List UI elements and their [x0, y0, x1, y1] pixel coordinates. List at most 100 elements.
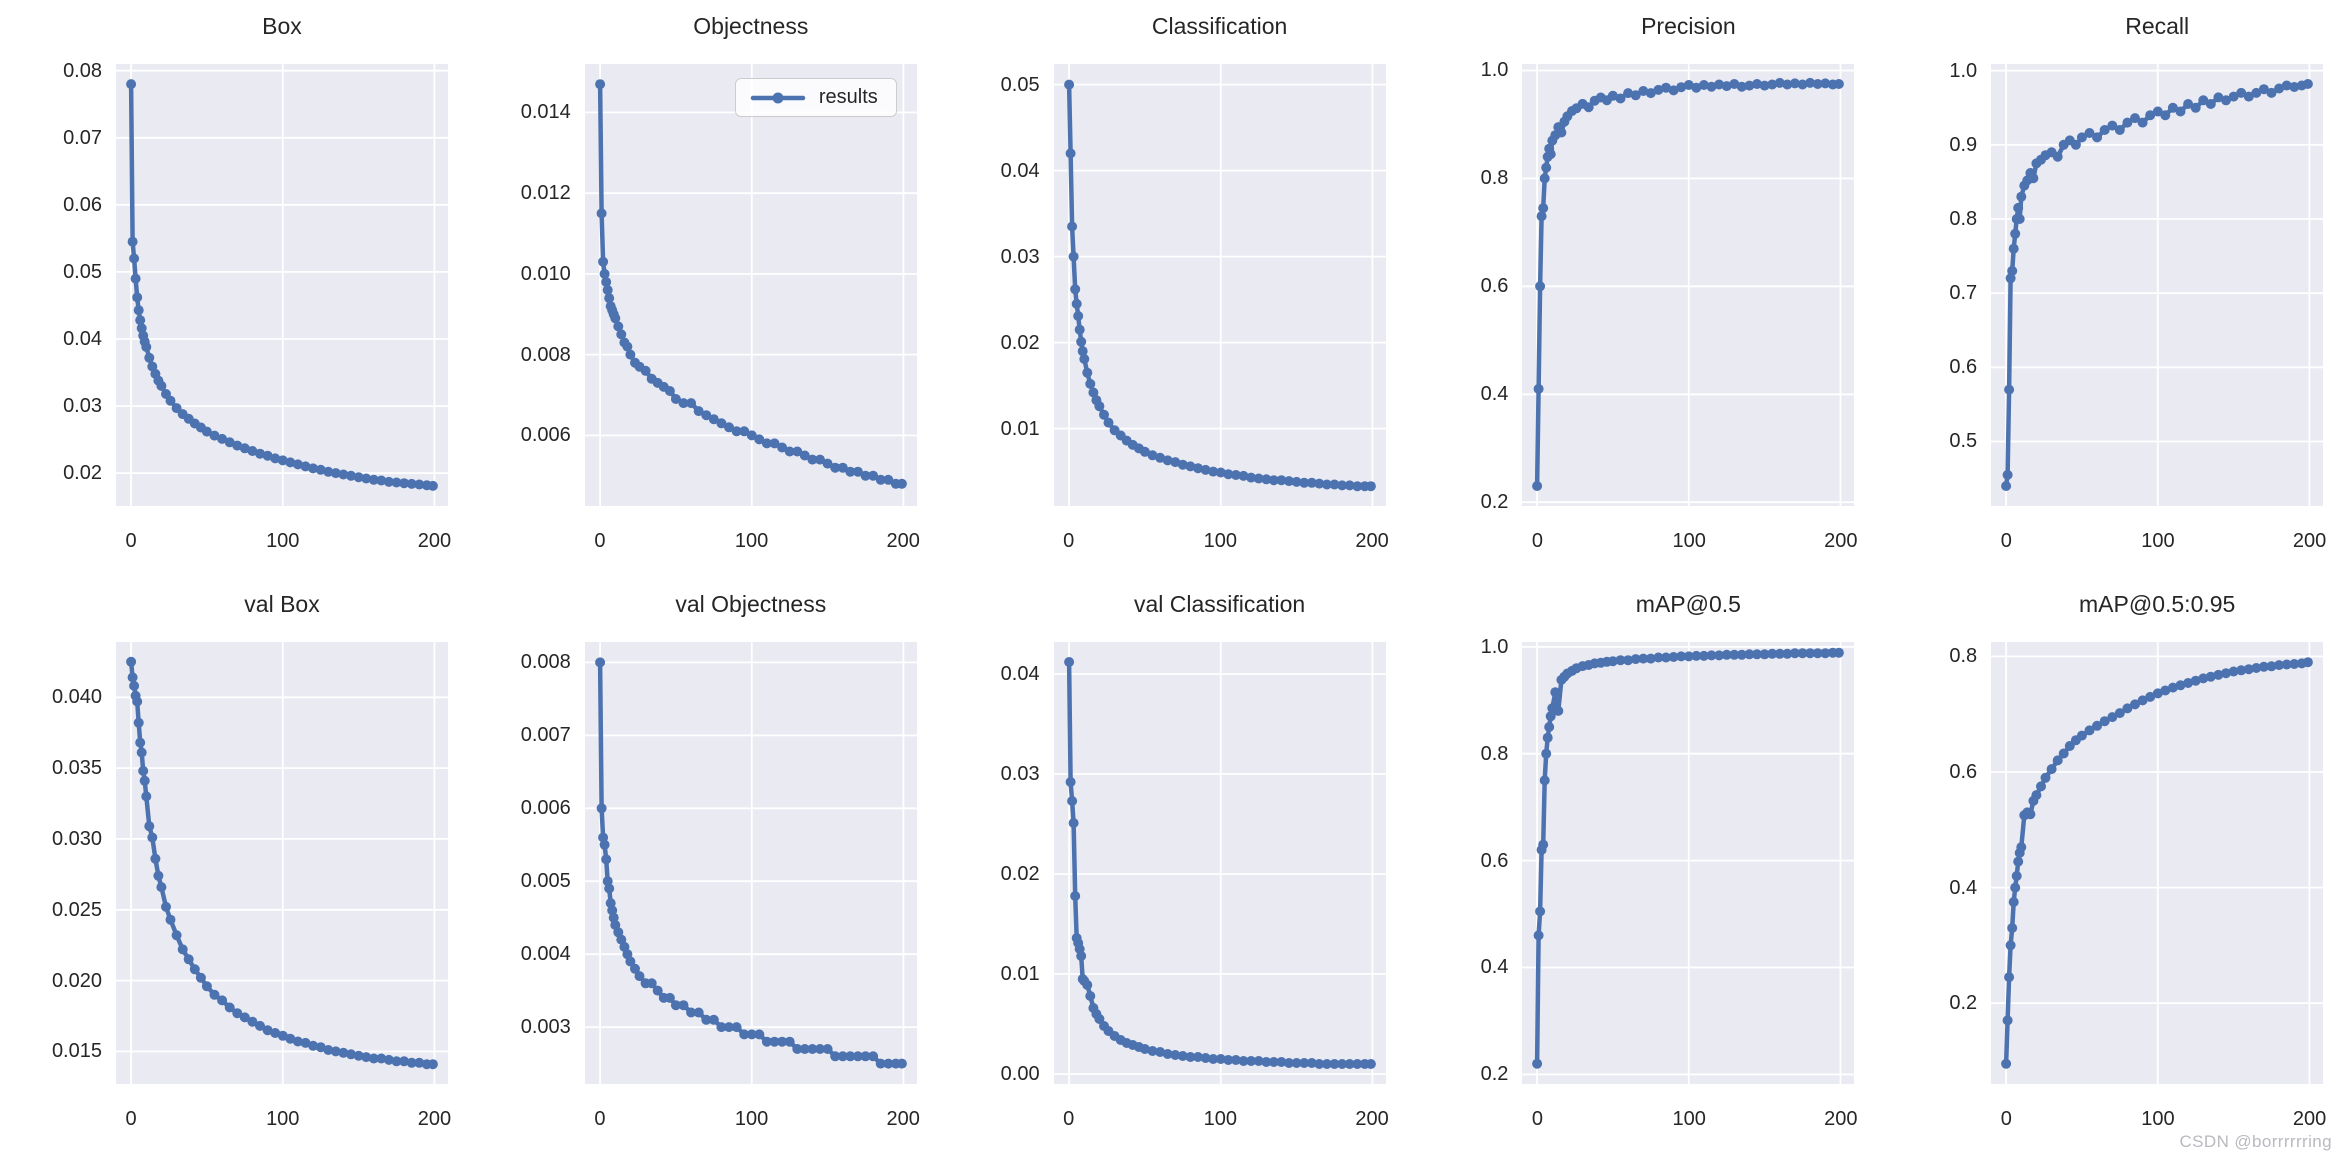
- data-point-marker: [1668, 652, 1679, 662]
- y-tick-label: 0.6: [1949, 356, 1978, 379]
- data-point-marker: [224, 437, 235, 448]
- data-point-marker: [738, 1029, 749, 1040]
- data-point-marker: [1306, 477, 1317, 488]
- data-point-marker: [2013, 856, 2024, 867]
- data-point-marker: [1313, 478, 1324, 489]
- data-point-marker: [1078, 354, 1089, 364]
- data-point-marker: [1535, 281, 1546, 292]
- data-point-marker: [1245, 1056, 1256, 1066]
- data-point-marker: [664, 386, 675, 396]
- data-point-marker: [2152, 688, 2163, 699]
- data-point-marker: [1103, 417, 1114, 428]
- data-point-marker: [860, 1051, 871, 1062]
- data-point-marker: [1706, 81, 1717, 92]
- data-point-marker: [1684, 651, 1695, 662]
- data-point-marker: [2002, 1015, 2013, 1026]
- data-point-marker: [2010, 882, 2021, 893]
- data-point-marker: [1147, 1046, 1158, 1056]
- data-point-marker: [2228, 91, 2239, 102]
- data-point-marker: [346, 1049, 356, 1060]
- data-point-marker: [1238, 470, 1249, 481]
- data-point-marker: [731, 1022, 742, 1033]
- data-point-marker: [1336, 480, 1347, 491]
- data-point-marker: [599, 839, 610, 850]
- data-point-marker: [1805, 648, 1816, 659]
- y-tick-label: 0.00: [1000, 1063, 1040, 1085]
- data-point-marker: [270, 1028, 281, 1038]
- data-point-marker: [1546, 149, 1557, 160]
- data-point-marker: [2008, 897, 2019, 907]
- data-point-marker: [852, 1051, 863, 1062]
- data-point-marker: [2052, 151, 2063, 162]
- data-point-marker: [738, 426, 749, 437]
- data-point-marker: [2084, 128, 2095, 138]
- subplot-val-box: val Box 0.015 0.020 0.025 0.030 0.035 0.040 0 1…: [0, 578, 469, 1155]
- data-point-marker: [262, 1025, 273, 1036]
- data-point-marker: [2007, 923, 2018, 933]
- data-point-marker: [1154, 1047, 1165, 1057]
- data-point-marker: [1546, 711, 1557, 722]
- y-tick-label: 0.03: [63, 395, 102, 418]
- data-point-marker: [2107, 712, 2118, 723]
- data-point-marker: [1230, 470, 1241, 480]
- data-point-marker: [896, 1058, 907, 1069]
- data-point-marker: [2036, 781, 2047, 792]
- data-point-marker: [723, 1022, 734, 1033]
- data-point-marker: [1192, 463, 1203, 474]
- data-point-marker: [2025, 809, 2036, 820]
- data-point-marker: [2205, 671, 2216, 682]
- y-tick-label: 0.7: [1949, 282, 1978, 305]
- data-point-marker: [323, 466, 334, 477]
- data-point-marker: [814, 1044, 825, 1054]
- data-point-marker: [769, 1036, 780, 1047]
- data-point-marker: [1222, 469, 1233, 480]
- data-point-marker: [1321, 479, 1332, 490]
- data-point-marker: [622, 341, 633, 352]
- data-point-marker: [1540, 173, 1551, 184]
- data-point-marker: [217, 433, 228, 444]
- chart-title: val Box: [244, 591, 320, 617]
- data-point-marker: [596, 208, 607, 219]
- x-tick-label: 200: [1355, 530, 1389, 552]
- data-point-marker: [716, 1022, 727, 1033]
- data-point-marker: [2077, 730, 2088, 741]
- data-point-marker: [209, 989, 220, 1000]
- subplot-objectness: Objectness results 0.006 0.008 0.010 0.012 0…: [469, 0, 938, 578]
- data-point-marker: [1737, 649, 1748, 660]
- data-point-marker: [1139, 446, 1150, 457]
- data-point-marker: [597, 256, 608, 267]
- data-point-marker: [1536, 211, 1547, 222]
- data-point-marker: [1351, 1059, 1362, 1069]
- data-point-marker: [652, 985, 663, 996]
- data-point-marker: [594, 657, 605, 668]
- data-point-marker: [2198, 673, 2209, 684]
- data-point-marker: [1222, 1055, 1233, 1065]
- y-tick-label: 0.6: [1480, 849, 1509, 872]
- data-point-marker: [1329, 479, 1340, 490]
- line-chart: [1991, 642, 2324, 1084]
- data-point-marker: [285, 1033, 296, 1044]
- data-point-marker: [2145, 691, 2156, 702]
- data-point-marker: [2031, 790, 2042, 801]
- data-point-marker: [1298, 1058, 1309, 1068]
- x-tick-label: 100: [2141, 1108, 2175, 1130]
- data-point-marker: [837, 1051, 848, 1062]
- data-point-marker: [867, 470, 878, 481]
- x-tick-label: 0: [125, 530, 137, 552]
- data-point-marker: [2004, 972, 2015, 983]
- data-point-marker: [1154, 452, 1165, 463]
- data-point-marker: [165, 395, 176, 406]
- data-point-marker: [1535, 906, 1546, 917]
- data-point-marker: [361, 1052, 372, 1063]
- data-point-marker: [731, 426, 742, 437]
- data-point-marker: [1714, 79, 1725, 90]
- data-point-marker: [2289, 659, 2300, 669]
- data-point-marker: [2228, 666, 2239, 677]
- data-point-marker: [1540, 775, 1551, 786]
- y-tick-label: 0.06: [63, 193, 102, 216]
- data-point-marker: [2084, 725, 2095, 736]
- data-point-marker: [1275, 1057, 1286, 1067]
- data-point-marker: [1177, 459, 1188, 470]
- data-point-marker: [678, 398, 689, 409]
